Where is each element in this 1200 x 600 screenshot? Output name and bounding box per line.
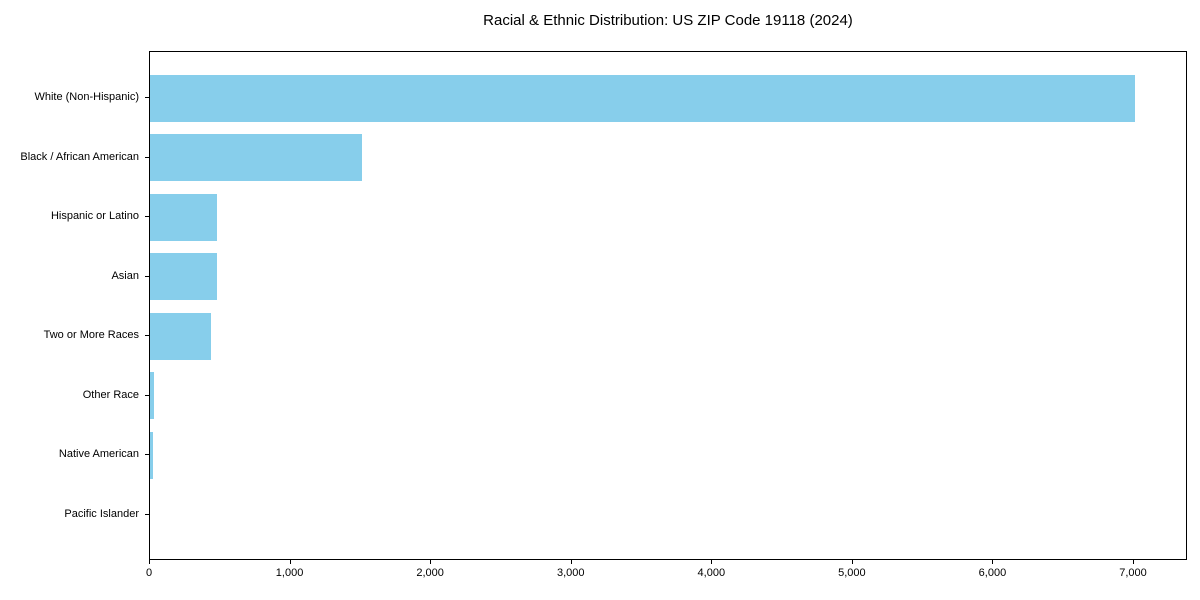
bar	[150, 431, 153, 479]
y-axis-label: Hispanic or Latino	[50, 210, 139, 223]
x-tick-mark	[711, 560, 713, 564]
x-axis-tick-label: 6,000	[978, 567, 1007, 579]
x-axis-tick-label: 4,000	[697, 567, 726, 579]
x-axis-tick-label: 2,000	[416, 567, 444, 579]
y-axis-label: Asian	[111, 269, 139, 282]
y-axis-label: Pacific Islander	[64, 508, 139, 520]
plot-area	[149, 51, 1187, 560]
y-axis-label: White (Non-Hispanic)	[34, 91, 139, 103]
bar	[150, 372, 155, 420]
x-tick-mark	[992, 560, 994, 564]
y-axis-label: Other Race	[82, 388, 139, 401]
x-tick-mark	[289, 560, 291, 564]
x-tick-mark	[430, 560, 432, 564]
y-tick-mark	[145, 275, 149, 277]
x-axis-tick-label: 1,000	[275, 567, 304, 579]
x-tick-mark	[1133, 560, 1135, 564]
chart-title: Racial & Ethnic Distribution: US ZIP Cod…	[483, 12, 853, 29]
x-tick-mark	[570, 560, 572, 564]
y-axis-label: Two or More Races	[43, 329, 139, 342]
y-tick-mark	[145, 335, 149, 337]
x-tick-mark	[149, 560, 150, 564]
y-tick-mark	[145, 454, 149, 456]
y-tick-mark	[145, 394, 149, 396]
y-axis-label: Black / African American	[20, 150, 139, 163]
y-tick-mark	[145, 514, 149, 515]
x-tick-mark	[851, 560, 853, 564]
y-axis-label: Native American	[58, 448, 139, 461]
y-tick-mark	[145, 216, 149, 218]
bar	[150, 193, 217, 241]
x-axis-tick-label: 0	[145, 567, 153, 579]
y-tick-mark	[145, 156, 149, 158]
x-axis-tick-label: 5,000	[838, 567, 866, 579]
y-tick-mark	[145, 97, 149, 98]
bar	[150, 74, 1135, 122]
x-axis-tick-label: 7,000	[1119, 567, 1147, 579]
bar	[150, 134, 362, 182]
bar	[150, 312, 212, 360]
bar	[150, 253, 218, 301]
x-axis-tick-label: 3,000	[556, 567, 585, 579]
